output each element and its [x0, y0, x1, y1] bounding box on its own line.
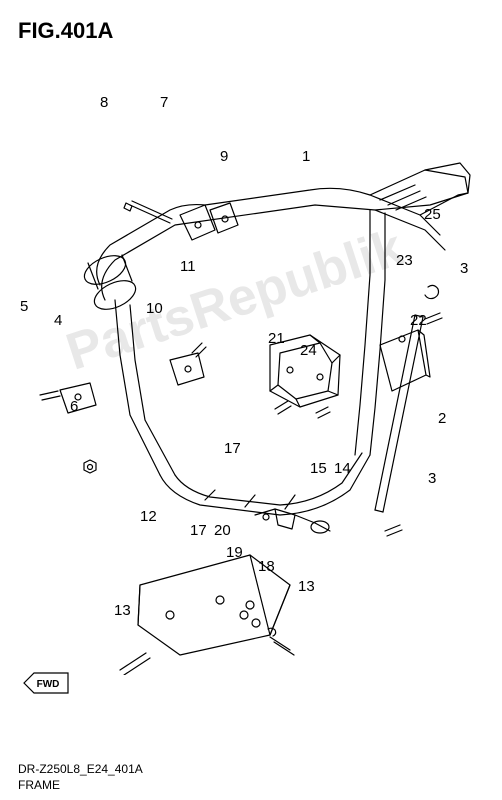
callout-number: 15 [310, 460, 327, 477]
callout-number: 17 [224, 440, 241, 457]
fwd-direction-badge: FWD [22, 670, 70, 696]
callout-number: 21 [268, 330, 285, 347]
footer-code: DR-Z250L8_E24_401A [18, 762, 143, 778]
diagram-area [20, 95, 480, 675]
footer-name: FRAME [18, 778, 143, 794]
figure-title: FIG.401A [18, 18, 113, 44]
callout-number: 5 [20, 298, 28, 315]
callout-number: 4 [54, 312, 62, 329]
callout-number: 20 [214, 522, 231, 539]
callout-number: 14 [334, 460, 351, 477]
callout-number: 2 [438, 410, 446, 427]
callout-number: 6 [70, 398, 78, 415]
figure-footer: DR-Z250L8_E24_401A FRAME [18, 762, 143, 793]
callout-number: 13 [114, 602, 131, 619]
callout-number: 11 [180, 258, 196, 275]
callout-number: 10 [146, 300, 163, 317]
frame-illustration [20, 95, 480, 675]
callout-number: 13 [298, 578, 315, 595]
callout-number: 24 [300, 342, 317, 359]
callout-number: 23 [396, 252, 413, 269]
callout-number: 17 [190, 522, 207, 539]
callout-number: 25 [424, 206, 441, 223]
callout-number: 1 [302, 148, 310, 165]
callout-number: 22 [410, 312, 427, 329]
fwd-label: FWD [37, 679, 60, 690]
callout-number: 19 [226, 544, 243, 561]
callout-number: 3 [428, 470, 436, 487]
callout-number: 12 [140, 508, 157, 525]
callout-number: 18 [258, 558, 275, 575]
callout-number: 3 [460, 260, 468, 277]
callout-number: 7 [160, 94, 168, 111]
callout-number: 9 [220, 148, 228, 165]
callout-number: 8 [100, 94, 108, 111]
